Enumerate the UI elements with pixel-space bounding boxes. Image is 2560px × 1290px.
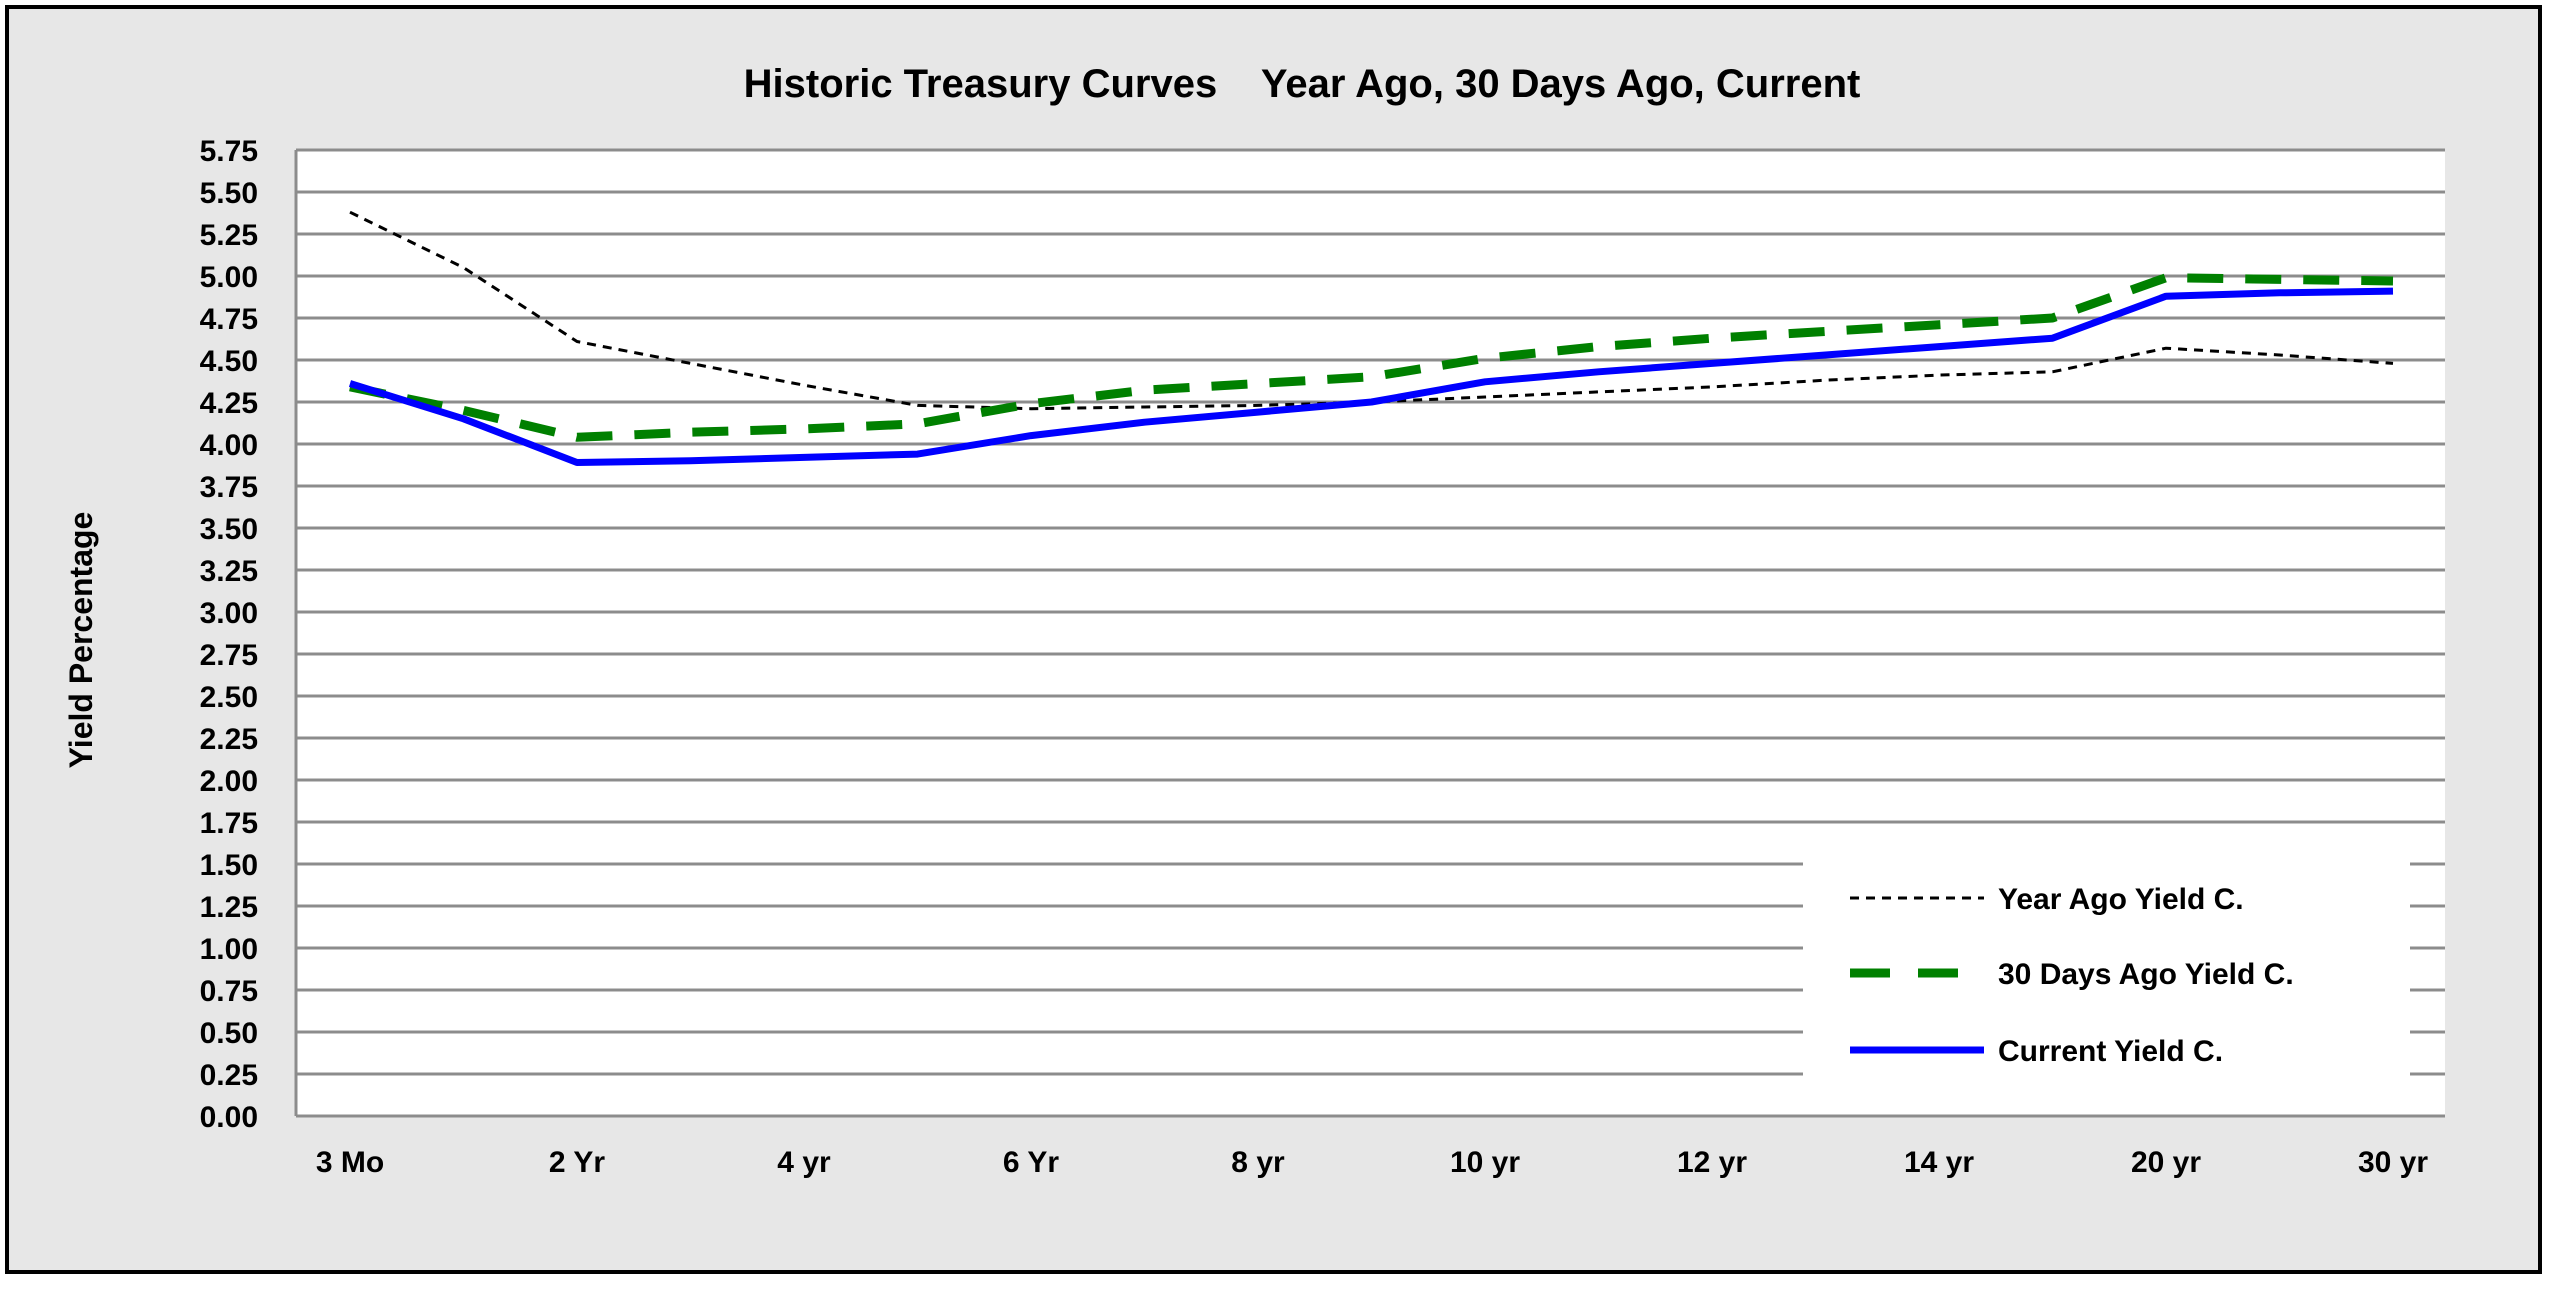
y-tick-label: 3.75 bbox=[200, 471, 258, 504]
y-tick-label: 5.50 bbox=[200, 177, 258, 210]
y-tick-label: 1.00 bbox=[200, 933, 258, 966]
y-tick-label: 1.75 bbox=[200, 807, 258, 840]
y-tick-label: 4.75 bbox=[200, 303, 258, 336]
y-tick-label: 4.00 bbox=[200, 429, 258, 462]
y-tick-label: 1.25 bbox=[200, 891, 258, 924]
y-tick-label: 3.00 bbox=[200, 597, 258, 630]
y-tick-label: 5.00 bbox=[200, 261, 258, 294]
y-tick-label: 5.75 bbox=[200, 135, 258, 168]
y-tick-label: 4.25 bbox=[200, 387, 258, 420]
legend-label-1: Year Ago Yield C. bbox=[1998, 883, 2244, 916]
y-tick-label: 3.25 bbox=[200, 555, 258, 588]
legend-label-3: Current Yield C. bbox=[1998, 1035, 2223, 1068]
y-tick-label: 0.50 bbox=[200, 1017, 258, 1050]
gridlines bbox=[294, 148, 2445, 1118]
x-tick-label: 30 yr bbox=[2358, 1146, 2428, 1179]
x-tick-label: 2 Yr bbox=[549, 1146, 605, 1179]
series-line-2 bbox=[349, 273, 2394, 442]
y-tick-label: 0.75 bbox=[200, 975, 258, 1008]
y-tick-label: 2.50 bbox=[200, 681, 258, 714]
legend-label-2: 30 Days Ago Yield C. bbox=[1998, 958, 2294, 991]
legend-box bbox=[1803, 855, 2410, 1095]
x-tick-label: 6 Yr bbox=[1003, 1146, 1059, 1179]
y-tick-label: 2.00 bbox=[200, 765, 258, 798]
legend: Year Ago Yield C. 30 Days Ago Yield C. Cur… bbox=[1803, 855, 2410, 1095]
x-tick-label: 12 yr bbox=[1677, 1146, 1747, 1179]
x-tick-label: 3 Mo bbox=[316, 1146, 384, 1179]
y-tick-label: 4.50 bbox=[200, 345, 258, 378]
x-tick-label: 20 yr bbox=[2131, 1146, 2201, 1179]
y-axis-label: Yield Percentage bbox=[63, 512, 99, 769]
x-tick-label: 4 yr bbox=[777, 1146, 831, 1179]
x-tick-label: 8 yr bbox=[1231, 1146, 1285, 1179]
y-tick-label: 0.00 bbox=[200, 1101, 258, 1134]
y-tick-labels: 0.00 0.25 0.50 0.75 1.00 1.25 1.50 1.75 2.00 2.25… bbox=[200, 135, 258, 1134]
y-tick-label: 2.75 bbox=[200, 639, 258, 672]
y-tick-label: 0.25 bbox=[200, 1059, 258, 1092]
y-tick-label: 1.50 bbox=[200, 849, 258, 882]
x-tick-label: 10 yr bbox=[1450, 1146, 1520, 1179]
x-tick-label: 14 yr bbox=[1904, 1146, 1974, 1179]
x-tick-labels: 3 Mo 2 Yr 4 yr 6 Yr 8 yr 10 yr 12 yr 14 yr 20 yr… bbox=[316, 1146, 2429, 1179]
y-tick-label: 2.25 bbox=[200, 723, 258, 756]
chart-title: Historic Treasury Curves Year Ago, 30 Da… bbox=[744, 62, 1861, 106]
series-lines bbox=[348, 210, 2394, 466]
y-tick-label: 5.25 bbox=[200, 219, 258, 252]
y-tick-label: 3.50 bbox=[200, 513, 258, 546]
series-line-3 bbox=[348, 287, 2394, 466]
